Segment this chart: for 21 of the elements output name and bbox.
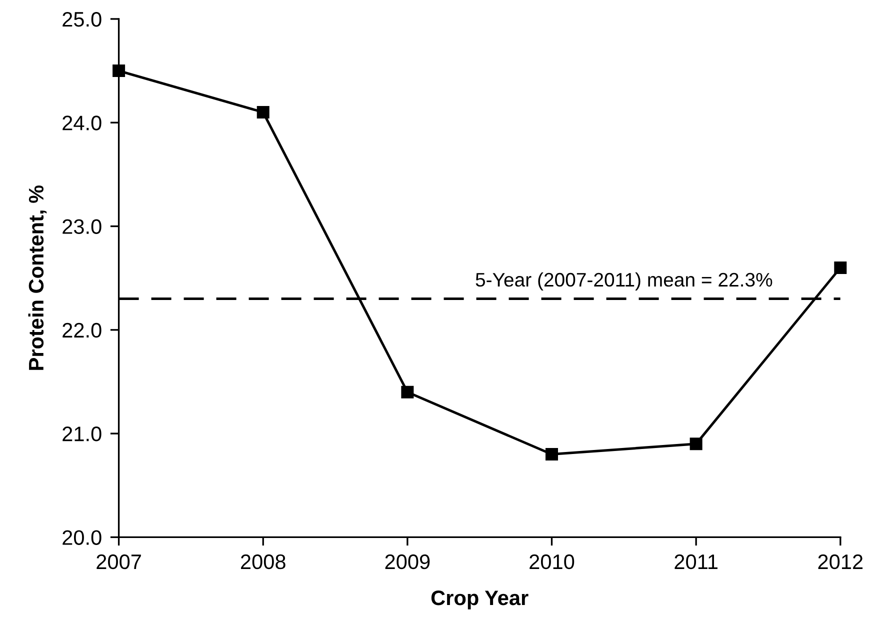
y-tick-label: 25.0 xyxy=(62,12,102,27)
point xyxy=(112,64,126,78)
x-tick-label: 2011 xyxy=(674,554,718,570)
point xyxy=(401,386,414,398)
y-tick-label: 23.0 xyxy=(62,219,102,234)
ref-line-label: 5-Year (2007-2011) mean = 22.3% xyxy=(476,272,772,291)
y-axis-title: Protein Content, % xyxy=(28,185,47,370)
x-axis-title: Crop Year xyxy=(431,590,528,610)
point xyxy=(546,448,558,461)
x-tick-label: 2012 xyxy=(818,554,863,570)
x-tick-label: 2007 xyxy=(96,554,141,570)
x-tick-label: 2010 xyxy=(530,554,574,570)
point xyxy=(256,106,270,118)
point xyxy=(690,438,702,450)
point xyxy=(834,261,847,274)
y-tick-label: 20.0 xyxy=(62,530,102,545)
x-tick-label: 2008 xyxy=(241,554,286,570)
y-tick-label: 22.0 xyxy=(62,322,102,338)
y-tick-label: 24.0 xyxy=(62,116,102,130)
x-tick-label: 2009 xyxy=(385,554,430,570)
y-tick-label: 21.0 xyxy=(62,426,102,442)
